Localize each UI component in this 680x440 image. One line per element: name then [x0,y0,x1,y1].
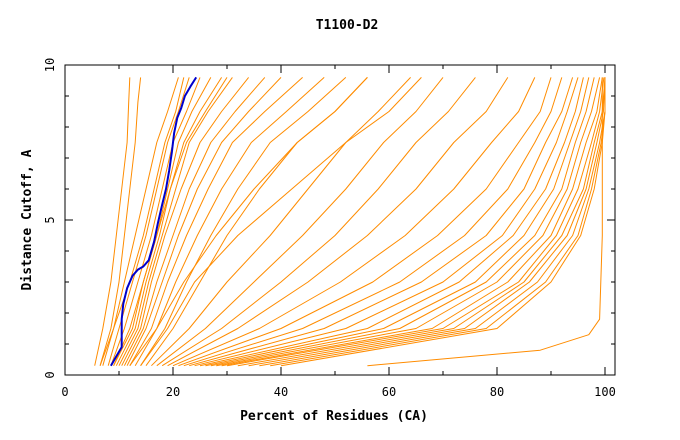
series-line-10 [123,77,266,366]
series-line-12 [129,77,303,366]
x-axis-label: Percent of Residues (CA) [240,409,428,424]
axis-ticks: 0 20 40 60 80 100 0 5 10 [43,58,616,399]
series-line-14 [140,77,347,366]
series-line-28 [216,77,601,367]
series-line-15 [145,77,368,366]
y-tick-label: 5 [43,216,57,223]
series-line-24 [194,77,579,367]
series-line-25 [199,77,584,367]
series-line-36 [367,77,603,367]
x-tick-label: 80 [490,385,504,399]
series-line-22 [183,77,563,367]
series-line-19 [167,77,509,367]
highlight-series-line [110,76,198,367]
series-line-40 [140,77,422,366]
series-line-13 [134,77,325,366]
series-line-29 [221,77,603,367]
series-line-26 [205,77,590,367]
series-line-37 [99,77,185,366]
series-line-16 [151,77,411,367]
series-line-11 [126,77,282,366]
series-line-3 [102,77,179,366]
series-line-18 [161,77,476,367]
series-line-38 [113,77,228,366]
series-line-1 [94,77,131,366]
series-line-20 [172,77,536,367]
x-tick-label: 0 [61,385,68,399]
series-line-33 [259,77,606,367]
y-tick-label: 10 [43,58,57,72]
series-line-8 [118,77,233,366]
series-line-6 [113,77,212,366]
series-line-7 [115,77,223,366]
series-line-21 [178,77,552,367]
x-tick-label: 20 [166,385,180,399]
x-tick-label: 40 [274,385,288,399]
series-line-5 [110,77,201,366]
plot-area [94,76,606,367]
x-tick-label: 100 [594,385,616,399]
series-line-39 [129,77,368,366]
series-line-17 [156,77,444,367]
series-line-30 [226,77,605,367]
x-tick-label: 60 [382,385,396,399]
series-line-34 [270,77,606,367]
y-tick-label: 0 [43,371,57,378]
y-axis-label: Distance Cutoff, A [20,149,35,290]
series-line-27 [210,77,595,367]
series-line-9 [121,77,249,366]
series-line-2 [99,77,142,366]
chart-title: T1100-D2 [316,18,379,33]
series-line-31 [237,77,606,367]
series-line-23 [189,77,574,367]
plot-frame [64,64,616,376]
series-line-35 [280,77,606,367]
